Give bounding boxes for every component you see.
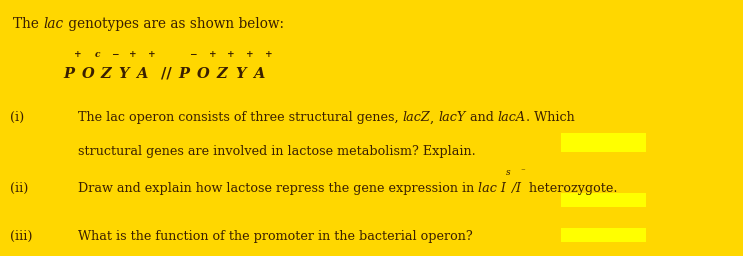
- Text: ,: ,: [430, 111, 438, 124]
- Text: Draw and explain how lactose repress the gene expression in: Draw and explain how lactose repress the…: [78, 182, 478, 195]
- Text: lac I: lac I: [478, 182, 506, 195]
- Text: heterozygote.: heterozygote.: [525, 182, 617, 195]
- Text: P: P: [178, 67, 189, 81]
- Text: lacZ: lacZ: [403, 111, 430, 124]
- Text: (iii): (iii): [10, 230, 32, 243]
- Text: //: //: [161, 67, 172, 81]
- Text: +: +: [74, 50, 82, 59]
- Text: Z: Z: [100, 67, 111, 81]
- Text: A: A: [253, 67, 265, 81]
- Text: What is the function of the promoter in the bacterial operon?: What is the function of the promoter in …: [78, 230, 473, 243]
- Text: +: +: [210, 50, 217, 59]
- Text: /: /: [510, 182, 515, 195]
- FancyBboxPatch shape: [561, 228, 646, 242]
- Text: Y: Y: [118, 67, 129, 81]
- Text: and: and: [466, 111, 498, 124]
- Text: +: +: [265, 50, 272, 59]
- Text: +: +: [148, 50, 155, 59]
- Text: (ii): (ii): [10, 182, 28, 195]
- Text: . Which: . Which: [526, 111, 574, 124]
- Text: lac: lac: [44, 17, 64, 31]
- Text: Z: Z: [217, 67, 227, 81]
- Text: The: The: [13, 17, 44, 31]
- Text: s: s: [506, 168, 510, 177]
- Text: +: +: [227, 50, 235, 59]
- Text: ⁻: ⁻: [520, 168, 525, 177]
- Text: structural genes are involved in lactose metabolism? Explain.: structural genes are involved in lactose…: [78, 145, 476, 158]
- Text: I: I: [515, 182, 520, 195]
- Text: +: +: [245, 50, 253, 59]
- Text: O: O: [196, 67, 210, 81]
- FancyBboxPatch shape: [561, 193, 646, 207]
- Text: (i): (i): [10, 111, 24, 124]
- Text: A: A: [136, 67, 148, 81]
- Text: O: O: [82, 67, 94, 81]
- Text: +: +: [129, 50, 136, 59]
- FancyBboxPatch shape: [561, 133, 646, 152]
- Text: P: P: [63, 67, 74, 81]
- Text: lacY: lacY: [438, 111, 466, 124]
- Text: c: c: [94, 50, 100, 59]
- Text: Y: Y: [235, 67, 245, 81]
- Text: genotypes are as shown below:: genotypes are as shown below:: [64, 17, 284, 31]
- Text: The lac operon consists of three structural genes,: The lac operon consists of three structu…: [78, 111, 403, 124]
- Text: −: −: [111, 50, 118, 59]
- Text: lacA: lacA: [498, 111, 526, 124]
- Text: −: −: [189, 50, 196, 59]
